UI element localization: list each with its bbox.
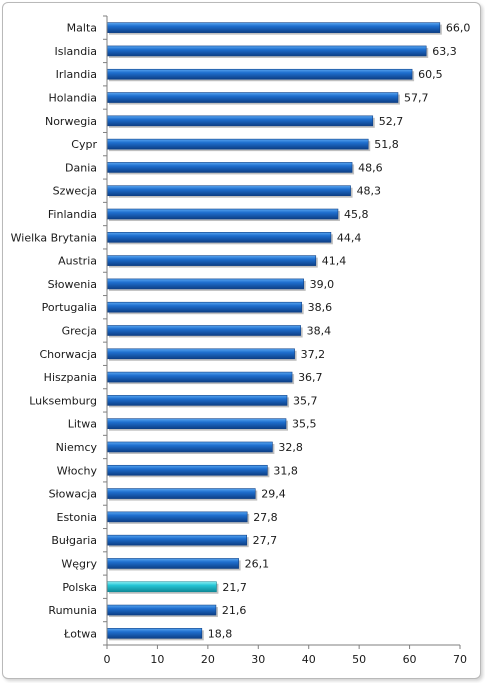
category-label: Włochy [57, 464, 98, 477]
value-label: 57,7 [404, 92, 429, 105]
category-label: Szwecja [53, 185, 97, 198]
x-tick-label: 20 [201, 653, 215, 666]
category-label: Hiszpania [44, 371, 97, 384]
category-label: Islandia [54, 45, 97, 58]
category-label: Estonia [57, 511, 98, 524]
bar [106, 68, 413, 80]
category-label: Grecja [62, 325, 97, 338]
bar [106, 628, 203, 639]
value-label: 27,8 [253, 511, 277, 524]
value-label: 31,8 [273, 464, 298, 477]
bar [106, 371, 293, 383]
x-tick-label: 0 [104, 653, 111, 666]
bar [106, 255, 317, 266]
value-label: 44,4 [337, 231, 362, 244]
bar [106, 511, 248, 523]
x-tick-label: 40 [302, 653, 316, 666]
value-label: 21,7 [222, 581, 247, 594]
category-label: Bułgaria [51, 534, 97, 547]
category-label: Niemcy [56, 441, 98, 454]
bar-highlight [106, 581, 217, 593]
category-label: Łotwa [63, 627, 97, 640]
category-label: Irlandia [56, 68, 97, 81]
bar [106, 208, 339, 220]
category-label: Finlandia [48, 208, 97, 221]
value-label: 52,7 [379, 115, 404, 128]
category-label: Austria [58, 255, 97, 268]
bar [106, 534, 247, 546]
category-label: Portugalia [42, 301, 97, 314]
value-label: 38,6 [308, 301, 333, 314]
value-label: 39,0 [310, 278, 335, 291]
category-label: Dania [65, 161, 97, 174]
value-label: 66,0 [446, 22, 471, 35]
value-label: 26,1 [245, 557, 270, 570]
category-label: Chorwacja [40, 348, 98, 361]
bar [106, 488, 256, 499]
value-label: 51,8 [374, 138, 399, 151]
bar [106, 325, 301, 336]
x-tick-label: 10 [150, 653, 164, 666]
bar [106, 418, 287, 429]
category-label: Litwa [68, 418, 97, 431]
value-label: 48,6 [358, 161, 383, 174]
value-label: 45,8 [344, 208, 369, 221]
value-label: 63,3 [432, 45, 457, 58]
bar [106, 348, 295, 360]
category-label: Malta [67, 22, 97, 35]
value-label: 36,7 [298, 371, 323, 384]
bar [106, 395, 288, 406]
value-label: 41,4 [322, 255, 347, 268]
bar [106, 232, 332, 243]
category-label: Słowenia [48, 278, 97, 291]
value-label: 21,6 [222, 604, 247, 617]
value-label: 32,8 [278, 441, 303, 454]
bar [106, 464, 268, 476]
bar [106, 138, 369, 150]
value-label: 18,8 [208, 627, 233, 640]
bar [106, 301, 302, 313]
chart-frame [2, 2, 481, 679]
category-label: Norwegia [45, 115, 97, 128]
bar [106, 115, 374, 127]
x-tick-label: 60 [403, 653, 417, 666]
category-label: Luksemburg [29, 394, 97, 407]
bar [106, 162, 353, 173]
bar [106, 441, 273, 453]
value-label: 29,4 [261, 488, 286, 501]
bar [106, 604, 217, 616]
bar [106, 22, 441, 33]
value-label: 27,7 [253, 534, 277, 547]
bar [106, 558, 239, 569]
value-label: 35,5 [292, 418, 317, 431]
category-label: Rumunia [48, 604, 97, 617]
category-label: Cypr [71, 138, 97, 151]
category-label: Holandia [48, 92, 97, 105]
x-tick-label: 50 [352, 653, 366, 666]
value-label: 38,4 [307, 325, 332, 338]
x-tick-label: 30 [251, 653, 265, 666]
value-label: 48,3 [357, 185, 382, 198]
bar [106, 278, 304, 290]
category-label: Polska [62, 581, 97, 594]
category-label: Wielka Brytania [11, 231, 97, 244]
category-label: Słowacja [49, 488, 97, 501]
bar [106, 92, 399, 103]
x-tick-label: 70 [453, 653, 467, 666]
bar [106, 185, 351, 197]
value-label: 60,5 [418, 68, 443, 81]
value-label: 37,2 [301, 348, 326, 361]
bar [106, 45, 427, 57]
value-label: 35,7 [293, 394, 318, 407]
category-label: Węgry [61, 557, 97, 570]
